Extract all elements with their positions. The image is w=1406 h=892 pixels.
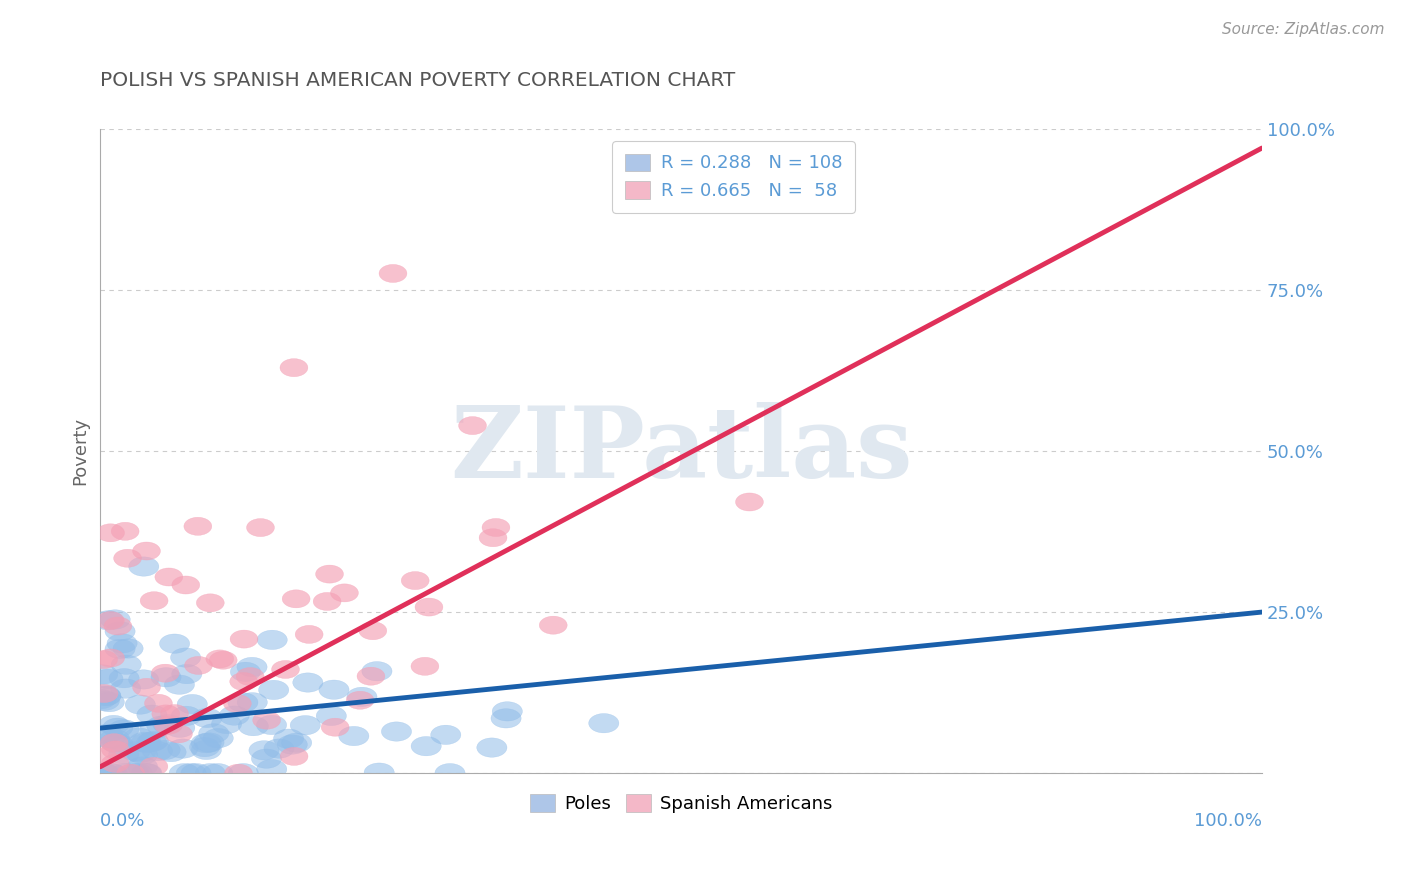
Text: ZIPatlas: ZIPatlas [450,402,912,500]
Text: 0.0%: 0.0% [100,812,146,830]
Text: Source: ZipAtlas.com: Source: ZipAtlas.com [1222,22,1385,37]
Text: 100.0%: 100.0% [1194,812,1263,830]
Text: POLISH VS SPANISH AMERICAN POVERTY CORRELATION CHART: POLISH VS SPANISH AMERICAN POVERTY CORRE… [100,71,735,90]
Legend: Poles, Spanish Americans: Poles, Spanish Americans [522,785,841,822]
Y-axis label: Poverty: Poverty [72,417,89,485]
